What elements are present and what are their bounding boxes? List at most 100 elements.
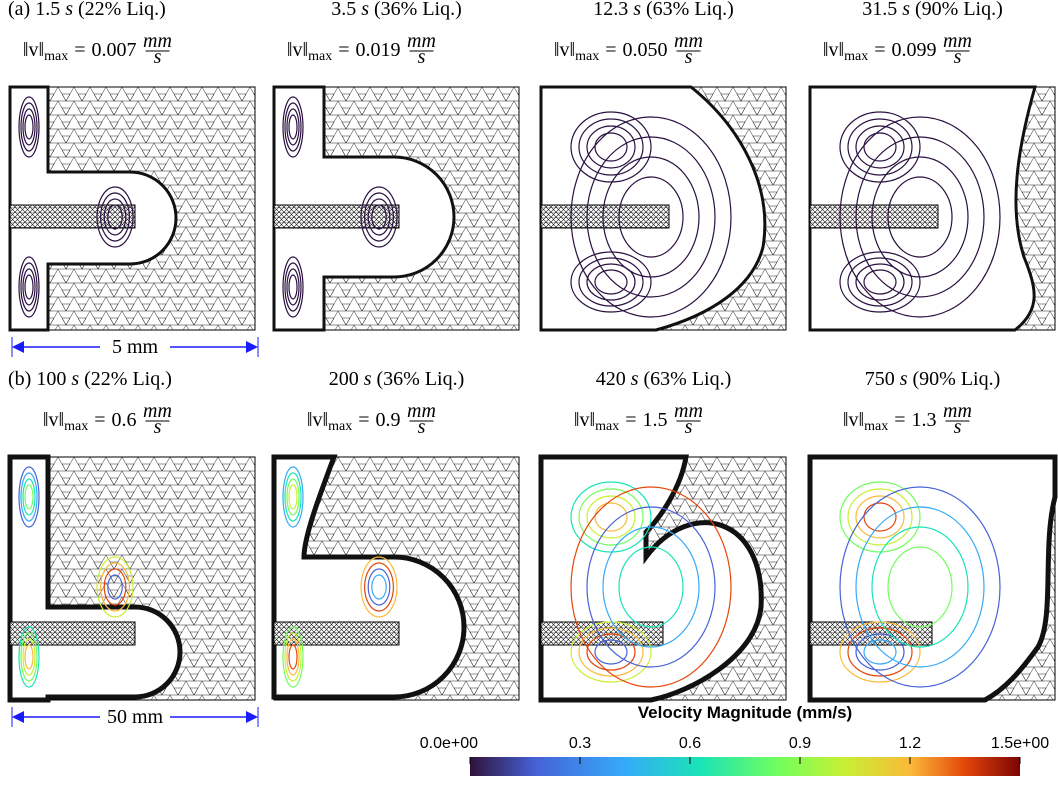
time-unit: s [364, 368, 372, 390]
percent: (90% Liq.) [915, 0, 1003, 20]
rod [274, 205, 399, 228]
time-unit: s [361, 0, 369, 20]
time: 750 [865, 368, 895, 390]
scale-label: 5 mm [112, 336, 159, 358]
percent: (36% Liq.) [377, 368, 465, 390]
colorbar-tick-label: 0.3 [569, 735, 591, 752]
equals: = [74, 39, 85, 61]
liquid-region [810, 457, 1055, 700]
panel [541, 87, 786, 330]
unit-den: s [154, 46, 162, 68]
panel-title: 200 s (36% Liq.) [329, 368, 465, 390]
panel [10, 87, 255, 330]
equals: = [874, 39, 885, 61]
norm-sub: max [308, 49, 332, 64]
vmax: 0.050 [623, 39, 668, 61]
panel [10, 457, 255, 700]
colorbar-tick-label: 0.9 [789, 735, 811, 752]
norm-sub: max [844, 49, 868, 64]
percent: (22% Liq.) [84, 368, 172, 390]
panel-title: (a) 1.5 s (22% Liq.) [8, 0, 166, 20]
equals: = [894, 409, 905, 431]
percent: (63% Liq.) [644, 368, 732, 390]
vmax-formula: ‖v‖max = 0.019 [287, 39, 401, 64]
time-unit: s [900, 368, 908, 390]
norm-sub: max [64, 419, 88, 434]
row-label: (a) [8, 0, 30, 20]
percent: (63% Liq.) [646, 0, 734, 20]
time: 31.5 [862, 0, 897, 20]
panel [274, 87, 519, 330]
unit-den: s [418, 416, 426, 438]
vmax-formula: ‖v‖max = 1.5 [574, 409, 668, 434]
unit-den: s [418, 46, 426, 68]
norm-sub: max [44, 49, 68, 64]
time: 100 [36, 368, 66, 390]
rod [10, 205, 135, 228]
time: 12.3 [593, 0, 628, 20]
vmax: 1.5 [643, 409, 668, 431]
colorbar-tick-label: 0.6 [679, 735, 701, 752]
vmax-formula: ‖v‖max=0.9 [307, 409, 401, 434]
percent: (90% Liq.) [913, 368, 1001, 390]
equals: = [94, 409, 105, 431]
time-unit: s [71, 368, 79, 390]
panel [810, 87, 1055, 330]
colorbar-tick-label: 0.0e+00 [420, 735, 478, 752]
equals: = [625, 409, 636, 431]
percent: (36% Liq.) [374, 0, 462, 20]
equals: = [338, 39, 349, 61]
equals: = [605, 39, 616, 61]
time: 1.5 [35, 0, 60, 20]
norm-sub: max [575, 49, 599, 64]
unit-den: s [685, 416, 693, 438]
unit-den: s [154, 416, 162, 438]
row-label: (b) [8, 368, 31, 390]
vmax: 0.019 [356, 39, 401, 61]
panel-title: (b) 100 s (22% Liq.) [8, 368, 172, 390]
panel-title: 3.5 s (36% Liq.) [331, 0, 462, 20]
norm: ‖v‖ [823, 39, 844, 61]
time-unit: s [633, 0, 641, 20]
vmax-formula: ‖v‖max = 0.050 [554, 39, 668, 64]
norm-sub: max [328, 419, 352, 434]
vmax: 0.007 [92, 39, 137, 61]
panel-title: 750 s (90% Liq.) [865, 368, 1001, 390]
norm: ‖v‖ [307, 409, 328, 431]
norm: ‖v‖ [43, 409, 64, 431]
vmax: 0.6 [112, 409, 137, 431]
norm: ‖v‖ [554, 39, 575, 61]
panel-title: 420 s (63% Liq.) [596, 368, 732, 390]
percent: (22% Liq.) [78, 0, 166, 20]
unit-den: s [954, 416, 962, 438]
vmax: 1.3 [912, 409, 937, 431]
time-unit: s [631, 368, 639, 390]
time: 3.5 [331, 0, 356, 20]
colorbar-title: Velocity Magnitude (mm/s) [638, 703, 852, 722]
norm: ‖v‖ [574, 409, 595, 431]
unit-den: s [685, 46, 693, 68]
norm-sub: max [864, 419, 888, 434]
vmax: 0.9 [376, 409, 401, 431]
colorbar [470, 757, 1020, 776]
panel-title: 31.5 s (90% Liq.) [862, 0, 1003, 20]
norm-sub: max [595, 419, 619, 434]
time: 420 [596, 368, 626, 390]
time-unit: s [902, 0, 910, 20]
norm: ‖v‖ [23, 39, 44, 61]
vmax-formula: ‖v‖max = 0.099 [823, 39, 937, 64]
vmax-formula: ‖v‖max = 0.6 [43, 409, 137, 434]
rod [541, 205, 669, 228]
rod [810, 205, 938, 228]
norm: ‖v‖ [287, 39, 308, 61]
scale-label: 50 mm [107, 706, 164, 728]
vmax-formula: ‖v‖max = 0.007 [23, 39, 137, 64]
panel [541, 457, 786, 700]
panel [274, 457, 519, 700]
vmax: 0.099 [892, 39, 937, 61]
colorbar-tick-label: 1.5e+00 [991, 735, 1049, 752]
norm: ‖v‖ [843, 409, 864, 431]
time: 200 [329, 368, 359, 390]
unit-den: s [954, 46, 962, 68]
panel-title: 12.3 s (63% Liq.) [593, 0, 734, 20]
